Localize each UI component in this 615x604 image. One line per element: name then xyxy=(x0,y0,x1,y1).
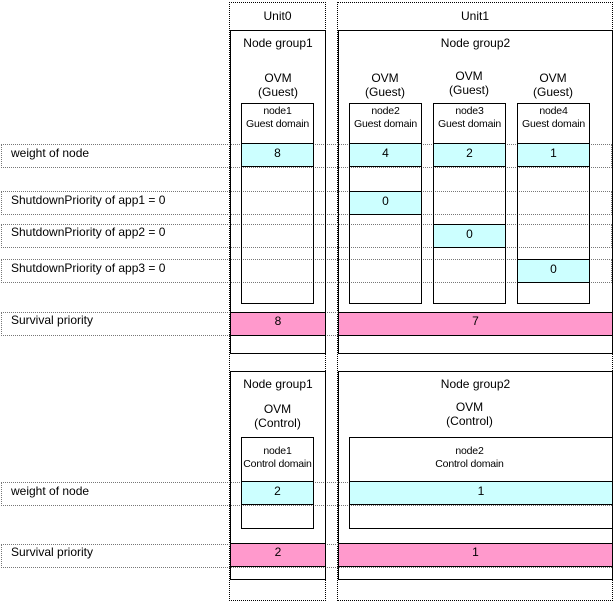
node3-guest-label: node3 Guest domain xyxy=(438,105,501,130)
ovm-control-label-1: OVM (Control) xyxy=(254,402,301,430)
unit0-label: Unit0 xyxy=(263,9,292,23)
node3-weight-cell: 2 xyxy=(433,143,506,167)
node3-guest-column xyxy=(433,103,506,304)
node2-guest-label: node2 Guest domain xyxy=(354,105,417,130)
survival-priority-group1-top: 8 xyxy=(230,312,326,336)
survival-priority-group2-top: 7 xyxy=(338,312,613,336)
top-node-group1-box xyxy=(230,30,326,354)
label-survival-top: Survival priority xyxy=(11,313,94,327)
node2-control-label: node2 Control domain xyxy=(435,445,504,470)
app3-priority-cell: 0 xyxy=(517,259,590,283)
node4-guest-label: node4 Guest domain xyxy=(522,105,585,130)
band-app1 xyxy=(1,191,612,215)
app1-priority-cell: 0 xyxy=(349,191,422,215)
bottom-node-group1-label: Node group1 xyxy=(243,377,313,391)
unit1-label: Unit1 xyxy=(460,9,489,23)
top-node-group2-box xyxy=(338,30,613,354)
ovm-guest-label-1: OVM (Guest) xyxy=(257,71,298,99)
band-app3 xyxy=(1,259,612,283)
ovm-control-label-2: OVM (Control) xyxy=(446,400,493,428)
top-node-group1-label: Node group1 xyxy=(243,36,313,50)
survival-priority-group2-bottom: 1 xyxy=(338,543,613,567)
ovm-guest-label-3: OVM (Guest) xyxy=(448,69,489,97)
top-node-group2-label: Node group2 xyxy=(440,36,511,50)
node4-guest-column xyxy=(517,103,590,304)
node2-control-weight-cell: 1 xyxy=(349,481,613,505)
node1-weight-cell: 8 xyxy=(241,143,314,167)
survival-priority-group1-bottom: 2 xyxy=(230,543,326,567)
node1-control-label: node1 Control domain xyxy=(243,445,312,470)
ovm-guest-label-2: OVM (Guest) xyxy=(364,71,405,99)
bottom-node-group1-box xyxy=(230,371,326,580)
label-weight-bottom: weight of node xyxy=(11,484,90,498)
bottom-node-group2-label: Node group2 xyxy=(440,377,511,391)
ovm-guest-label-4: OVM (Guest) xyxy=(532,71,573,99)
node2-weight-cell: 4 xyxy=(349,143,422,167)
node1-control-weight-cell: 2 xyxy=(241,481,314,505)
node1-guest-label: node1 Guest domain xyxy=(246,105,309,130)
node4-weight-cell: 1 xyxy=(517,143,590,167)
app2-priority-cell: 0 xyxy=(433,224,506,248)
label-app1: ShutdownPriority of app1 = 0 xyxy=(11,193,166,207)
node1-guest-column xyxy=(241,103,314,304)
band-app2 xyxy=(1,224,612,248)
label-survival-bottom: Survival priority xyxy=(11,545,94,559)
label-app2: ShutdownPriority of app2 = 0 xyxy=(11,225,166,239)
label-app3: ShutdownPriority of app3 = 0 xyxy=(11,261,166,275)
label-weight-top: weight of node xyxy=(11,146,90,160)
